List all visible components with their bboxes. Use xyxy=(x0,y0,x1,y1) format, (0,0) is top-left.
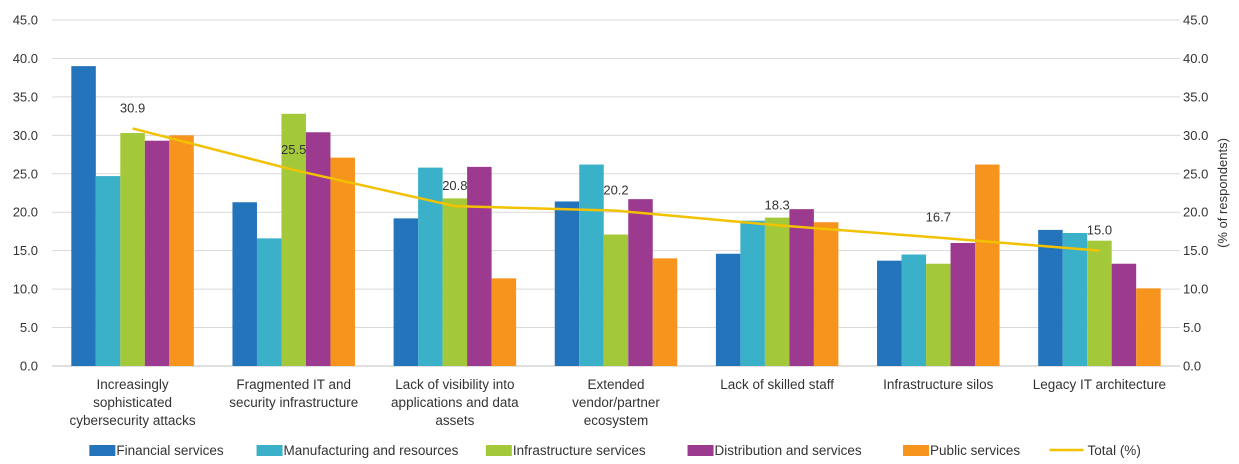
bar xyxy=(789,209,814,366)
y-tick-label-right: 25.0 xyxy=(1183,166,1208,181)
bar xyxy=(1111,263,1137,366)
category-label: applications and data xyxy=(391,395,519,410)
legend-swatch xyxy=(485,445,512,456)
total-data-label: 20.8 xyxy=(442,178,467,193)
total-data-label: 15.0 xyxy=(1087,223,1112,238)
bar xyxy=(813,222,839,366)
total-data-label: 30.9 xyxy=(120,100,145,115)
bar xyxy=(467,166,492,366)
total-line: 30.9 25.5 20.8 20.2 18.3 16.7 15.0 xyxy=(120,100,1112,252)
bar xyxy=(628,199,653,366)
total-data-label: 20.2 xyxy=(603,183,628,198)
legend-label: Distribution and services xyxy=(715,443,862,458)
bar xyxy=(1087,240,1112,366)
bar xyxy=(1062,232,1088,366)
bar xyxy=(554,201,580,366)
y-tick-label-right: 0.0 xyxy=(1183,359,1201,374)
legend-label: Manufacturing and resources xyxy=(284,443,459,458)
y-tick-label-left: 35.0 xyxy=(13,89,38,104)
category-label: Infrastructure silos xyxy=(883,377,994,392)
category-label: Fragmented IT and xyxy=(236,377,351,392)
bar xyxy=(330,157,355,366)
y-tick-label-right: 35.0 xyxy=(1183,89,1208,104)
legend-label: Total (%) xyxy=(1088,443,1141,458)
legend-label: Infrastructure services xyxy=(513,443,646,458)
bar xyxy=(281,113,306,366)
legend-label: Financial services xyxy=(116,443,224,458)
legend: Financial services Manufacturing and reso… xyxy=(89,443,1141,458)
total-data-label: 16.7 xyxy=(926,210,951,225)
legend-swatch xyxy=(687,445,714,456)
y-tick-label-right: 20.0 xyxy=(1183,205,1208,220)
category-label: cybersecurity attacks xyxy=(70,413,196,428)
y-tick-label-right: 45.0 xyxy=(1183,13,1208,28)
bar xyxy=(1136,288,1161,366)
bars xyxy=(71,66,1161,366)
legend-swatch xyxy=(256,445,283,456)
category-label: Extended xyxy=(587,377,644,392)
bar xyxy=(232,202,257,366)
bar xyxy=(764,217,790,366)
category-label: Increasingly xyxy=(97,377,169,392)
bar xyxy=(579,164,604,366)
y-tick-label-left: 20.0 xyxy=(13,205,38,220)
y-tick-label-right: 15.0 xyxy=(1183,243,1208,258)
axis-ticks: 0.0 0.0 5.0 5.0 10.0 10.0 15.0 15.0 20.0 20.0 25.0… xyxy=(13,13,1209,374)
category-label: Lack of skilled staff xyxy=(720,377,834,392)
bar xyxy=(652,258,678,366)
category-label: ecosystem xyxy=(584,413,649,428)
bar xyxy=(877,260,902,366)
bar xyxy=(71,66,96,366)
y-tick-label-left: 45.0 xyxy=(13,13,38,28)
bar xyxy=(950,242,976,366)
bar xyxy=(169,135,194,366)
legend-label: Public services xyxy=(930,443,1020,458)
bar xyxy=(120,133,145,366)
legend-swatch xyxy=(89,445,116,456)
bar xyxy=(901,254,927,366)
bar xyxy=(144,140,170,366)
y-tick-label-right: 5.0 xyxy=(1183,320,1201,335)
category-label: vendor/partner xyxy=(572,395,660,410)
total-data-label: 25.5 xyxy=(281,142,306,157)
bar xyxy=(603,234,629,366)
y-tick-label-right: 10.0 xyxy=(1183,282,1208,297)
right-axis-title: (% of respondents) xyxy=(1215,138,1230,248)
bar xyxy=(442,198,468,366)
category-label: security infrastructure xyxy=(229,395,358,410)
category-labels: Increasingly sophisticated cybersecurity a… xyxy=(70,377,1167,428)
y-tick-label-left: 15.0 xyxy=(13,243,38,258)
category-label: Legacy IT architecture xyxy=(1033,377,1166,392)
bar xyxy=(256,238,282,366)
y-tick-label-right: 40.0 xyxy=(1183,51,1208,66)
bar xyxy=(740,220,765,366)
y-tick-label-right: 30.0 xyxy=(1183,128,1208,143)
y-tick-label-left: 0.0 xyxy=(20,359,38,374)
total-series-line xyxy=(132,127,1100,252)
bar xyxy=(95,176,121,366)
category-label: Lack of visibility into xyxy=(395,377,514,392)
bar xyxy=(393,218,419,366)
y-tick-label-left: 40.0 xyxy=(13,51,38,66)
bar xyxy=(491,278,517,366)
bar xyxy=(975,164,1000,366)
y-tick-label-left: 25.0 xyxy=(13,166,38,181)
bar xyxy=(1038,229,1063,366)
bar xyxy=(715,253,741,366)
y-tick-label-left: 30.0 xyxy=(13,128,38,143)
total-data-label: 18.3 xyxy=(764,197,789,212)
category-label: sophisticated xyxy=(93,395,172,410)
category-label: assets xyxy=(435,413,474,428)
y-tick-label-left: 10.0 xyxy=(13,282,38,297)
legend-swatch xyxy=(903,445,930,456)
bar xyxy=(926,263,951,366)
bar xyxy=(305,132,331,366)
y-tick-label-left: 5.0 xyxy=(20,320,38,335)
